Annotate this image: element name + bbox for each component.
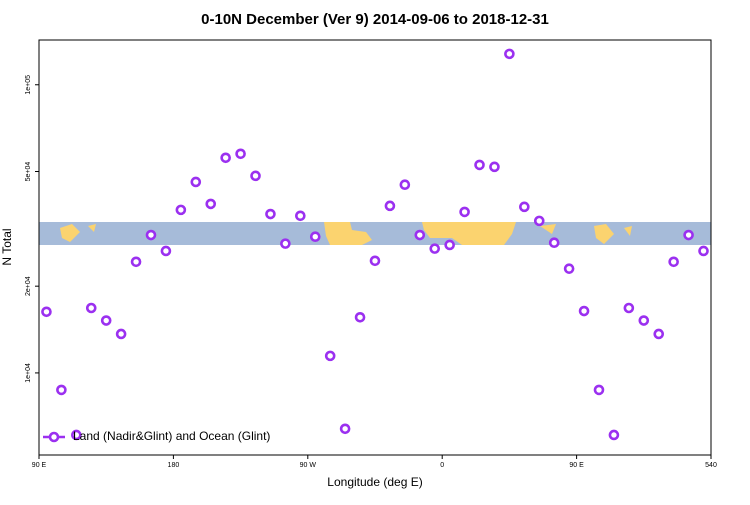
y-axis-label: N Total bbox=[0, 228, 14, 265]
land bbox=[324, 222, 372, 245]
chart-title: 0-10N December (Ver 9) 2014-09-06 to 201… bbox=[201, 11, 549, 28]
point bbox=[190, 176, 202, 188]
point bbox=[608, 429, 620, 441]
point bbox=[339, 423, 351, 435]
point bbox=[295, 210, 306, 222]
point bbox=[414, 229, 426, 241]
point bbox=[399, 179, 411, 190]
point bbox=[71, 429, 82, 441]
point bbox=[384, 200, 396, 212]
point bbox=[220, 152, 231, 164]
point bbox=[444, 239, 455, 251]
point bbox=[205, 198, 217, 210]
point bbox=[130, 256, 142, 268]
x-tick-label: 0 bbox=[440, 462, 444, 469]
y-tick-label: 5e+04 bbox=[25, 162, 32, 182]
point bbox=[504, 48, 515, 60]
point bbox=[41, 306, 52, 318]
point bbox=[160, 245, 172, 257]
x-tick-label: 180 bbox=[168, 462, 180, 469]
point bbox=[548, 237, 560, 249]
point bbox=[56, 384, 67, 396]
point bbox=[309, 231, 321, 242]
point bbox=[354, 311, 366, 323]
point bbox=[489, 161, 500, 173]
point bbox=[100, 315, 112, 326]
point bbox=[683, 229, 694, 241]
x-axis-label: Longitude (deg E) bbox=[327, 475, 422, 489]
point bbox=[519, 201, 530, 213]
plot-frame bbox=[38, 39, 712, 456]
x-tick-label: 90 W bbox=[300, 462, 317, 469]
land bbox=[88, 224, 96, 232]
land bbox=[624, 226, 632, 236]
point bbox=[578, 305, 590, 317]
point bbox=[324, 350, 336, 362]
point bbox=[593, 384, 605, 396]
point bbox=[369, 255, 381, 267]
y-tick-label: 1e+05 bbox=[25, 75, 32, 95]
point bbox=[429, 243, 441, 254]
x-tick-label: 540 bbox=[705, 462, 717, 469]
point bbox=[250, 170, 261, 182]
point bbox=[563, 263, 575, 274]
point bbox=[653, 328, 665, 340]
point bbox=[668, 256, 679, 268]
point bbox=[698, 245, 709, 257]
x-tick-label: 90 E bbox=[569, 462, 584, 469]
land bbox=[422, 222, 516, 245]
point bbox=[115, 328, 127, 340]
legend-label: Land (Nadir&Glint) and Ocean (Glint) bbox=[73, 429, 270, 443]
point bbox=[533, 215, 545, 227]
point bbox=[280, 238, 291, 249]
point bbox=[474, 159, 485, 171]
point bbox=[459, 206, 470, 218]
land bbox=[60, 224, 80, 242]
land bbox=[594, 224, 614, 244]
land bbox=[540, 224, 556, 234]
x-tick-label: 90 E bbox=[32, 462, 47, 469]
point bbox=[623, 302, 635, 314]
y-tick-label: 1e+04 bbox=[25, 363, 32, 383]
point bbox=[145, 229, 157, 241]
y-tick-label: 2e+04 bbox=[25, 276, 32, 296]
point bbox=[235, 148, 246, 160]
point bbox=[638, 315, 650, 326]
map-band bbox=[39, 222, 711, 245]
point bbox=[265, 208, 276, 220]
legend-marker bbox=[48, 431, 60, 443]
point bbox=[175, 204, 187, 216]
point bbox=[85, 302, 97, 314]
